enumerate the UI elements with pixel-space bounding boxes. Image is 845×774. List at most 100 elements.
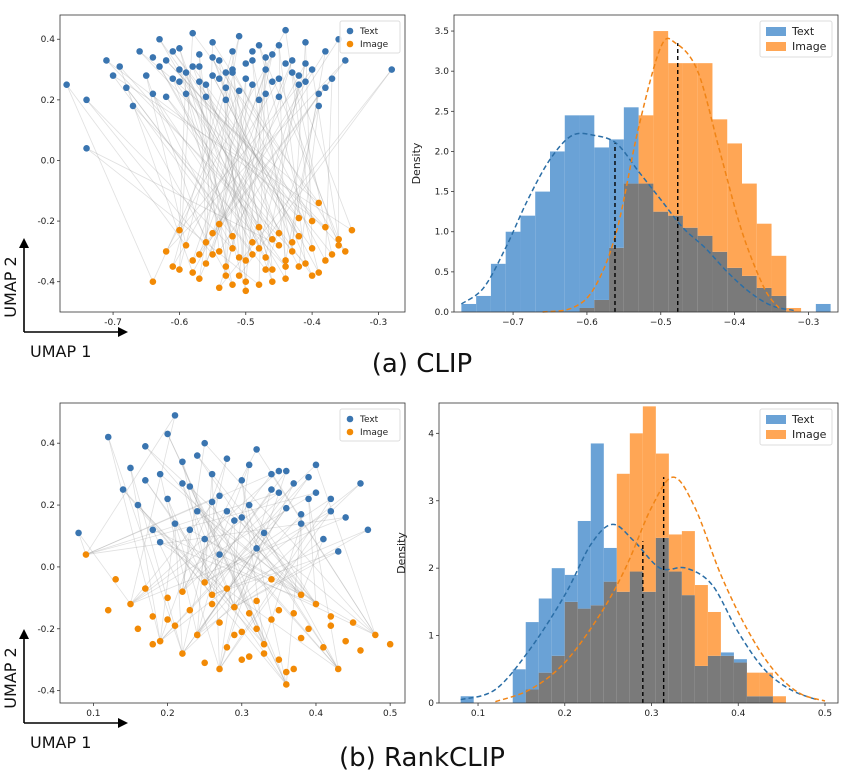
pair-link — [189, 486, 265, 645]
pair-link — [152, 529, 376, 636]
pair-link — [159, 541, 339, 670]
image-point — [222, 263, 230, 270]
image-point — [275, 656, 283, 664]
pair-link — [197, 538, 324, 636]
image-point — [322, 223, 329, 231]
text-point — [63, 81, 70, 89]
image-point — [288, 248, 296, 255]
text-point — [242, 75, 250, 82]
pair-link — [248, 504, 317, 605]
x-tick-label: -0.5 — [237, 318, 255, 328]
image-point — [327, 622, 335, 629]
pair-link — [225, 72, 273, 282]
image-point — [315, 269, 323, 276]
pair-link — [85, 470, 280, 555]
y-tick-label: 4 — [428, 429, 434, 439]
image-bar — [668, 63, 683, 216]
text-point — [269, 51, 276, 58]
pair-link — [85, 415, 176, 555]
image-point — [245, 653, 253, 660]
plot-frame — [59, 14, 406, 313]
text-point — [196, 78, 203, 85]
pair-link — [258, 63, 306, 249]
overlap-bar — [629, 571, 643, 703]
legend-box — [339, 408, 401, 442]
image-point — [275, 242, 283, 249]
pair-link — [305, 42, 313, 249]
image-point — [334, 665, 342, 673]
overlap-bar — [668, 215, 683, 312]
text-bar — [538, 598, 552, 673]
text-point — [209, 54, 216, 61]
pair-link — [165, 96, 286, 267]
image-bar — [638, 115, 654, 184]
text-point — [308, 66, 316, 73]
y-tick-label: 2 — [428, 564, 434, 574]
text-point — [149, 54, 157, 61]
pair-link — [182, 461, 213, 595]
text-point — [142, 442, 149, 450]
image-point — [335, 235, 342, 243]
text-bar — [623, 107, 639, 184]
text-point — [209, 38, 216, 46]
text-bar — [490, 263, 506, 312]
pair-link — [241, 517, 339, 670]
y-tick-label: 1 — [428, 632, 434, 642]
pair-link — [145, 75, 187, 246]
pair-link — [256, 449, 376, 636]
image-point — [222, 272, 230, 279]
image-point — [229, 281, 236, 289]
pair-link — [258, 45, 320, 273]
overlap-bar — [707, 655, 721, 703]
text-point — [189, 29, 196, 37]
x-tick-label: 0.5 — [818, 709, 832, 719]
text-kde-curve — [460, 132, 794, 312]
overlap-bar — [653, 211, 669, 312]
y-tick-label: 0.4 — [41, 439, 56, 449]
image-point — [320, 644, 327, 651]
pair-link — [78, 532, 87, 555]
pair-link — [238, 57, 267, 276]
pair-link — [145, 75, 207, 243]
image-point — [357, 647, 364, 654]
pair-link — [167, 498, 220, 670]
caption-rankclip: (b) RankCLIP — [339, 743, 505, 773]
pair-link — [86, 147, 280, 246]
pair-link — [165, 60, 346, 252]
y-axis-label: Density — [410, 142, 423, 184]
pair-link — [263, 532, 302, 595]
image-point — [290, 665, 298, 673]
image-point — [295, 214, 303, 222]
text-point — [302, 38, 309, 46]
rankclip-density-panel: 0.1 0.2 0.3 0.4 0.5 0 1 2 3 4 Density Text Image — [395, 402, 839, 719]
overlap-bar — [525, 689, 539, 703]
text-point — [322, 48, 329, 55]
pair-link — [189, 529, 376, 636]
image-bar — [616, 473, 630, 592]
legend-marker — [346, 428, 354, 436]
image-point — [215, 220, 223, 228]
image-bar — [653, 31, 669, 212]
pair-link — [285, 523, 302, 685]
text-point — [196, 51, 203, 58]
overlap-bar — [638, 183, 654, 312]
text-point — [312, 489, 320, 496]
plot-frame — [453, 14, 839, 313]
pair-link — [265, 93, 286, 261]
x-tick-label: -0.3 — [370, 318, 388, 328]
image-point — [231, 603, 238, 611]
image-point — [216, 619, 223, 626]
text-point — [156, 35, 163, 43]
pair-link — [106, 60, 306, 264]
x-tick-label: 0.5 — [383, 709, 397, 719]
y-tick-label: -0.2 — [37, 217, 55, 227]
image-point — [229, 245, 236, 252]
text-point — [288, 57, 296, 64]
image-bar — [746, 672, 760, 697]
pair-link — [298, 105, 320, 267]
text-point — [201, 535, 208, 543]
pair-link — [198, 54, 273, 255]
image-point — [202, 238, 210, 246]
legend-label-image: Image — [360, 40, 389, 50]
